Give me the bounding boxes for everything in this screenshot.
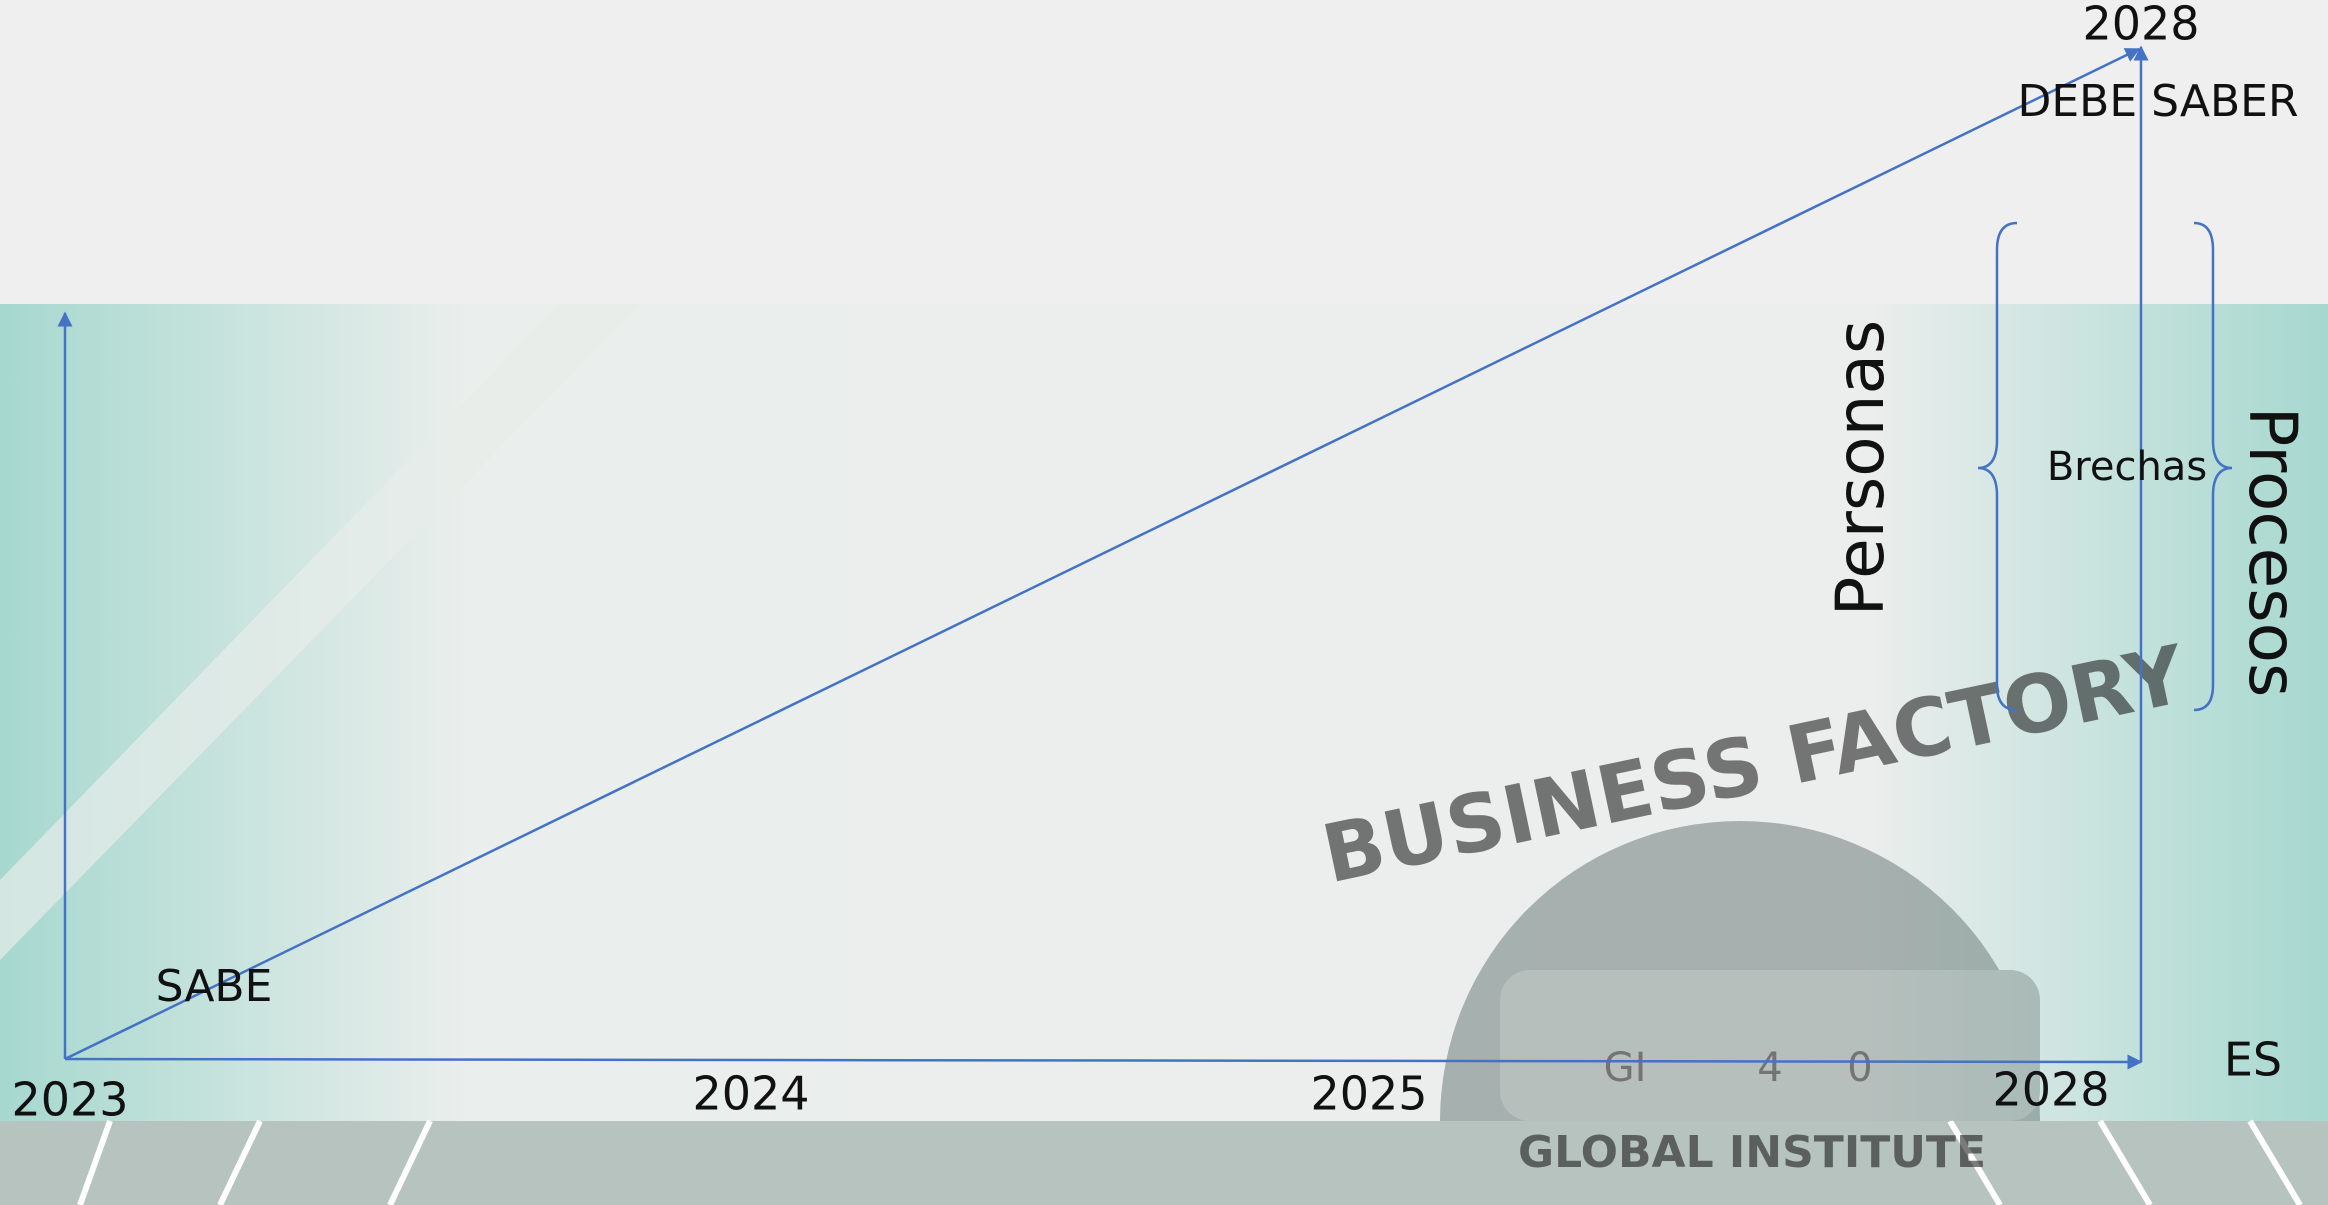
top-band [0, 0, 2328, 304]
logo-subtitle: GLOBAL INSTITUTE [1518, 1127, 1986, 1178]
year-label: 2023 [11, 1073, 128, 1127]
year-label: 2024 [692, 1067, 809, 1121]
gap-label: Brechas [2047, 444, 2207, 490]
logo-badge: 0 [1847, 1045, 1872, 1091]
axis-end-label: ES [2224, 1033, 2282, 1087]
side-label: Procesos [2234, 407, 2311, 698]
goal-label: DEBE SABER [2017, 76, 2298, 127]
year-label: 2028 [2082, 0, 2199, 51]
slide: BUSINESS FACTORY GI 4 0 GLOBAL INSTITUTE… [0, 0, 2328, 1205]
year-label: 2028 [1992, 1063, 2109, 1117]
side-label: Personas [1822, 320, 1899, 617]
start-label: SABE [156, 961, 273, 1012]
logo-badge: GI [1604, 1045, 1647, 1091]
logo-badge: 4 [1757, 1045, 1782, 1091]
year-label: 2025 [1310, 1067, 1427, 1121]
